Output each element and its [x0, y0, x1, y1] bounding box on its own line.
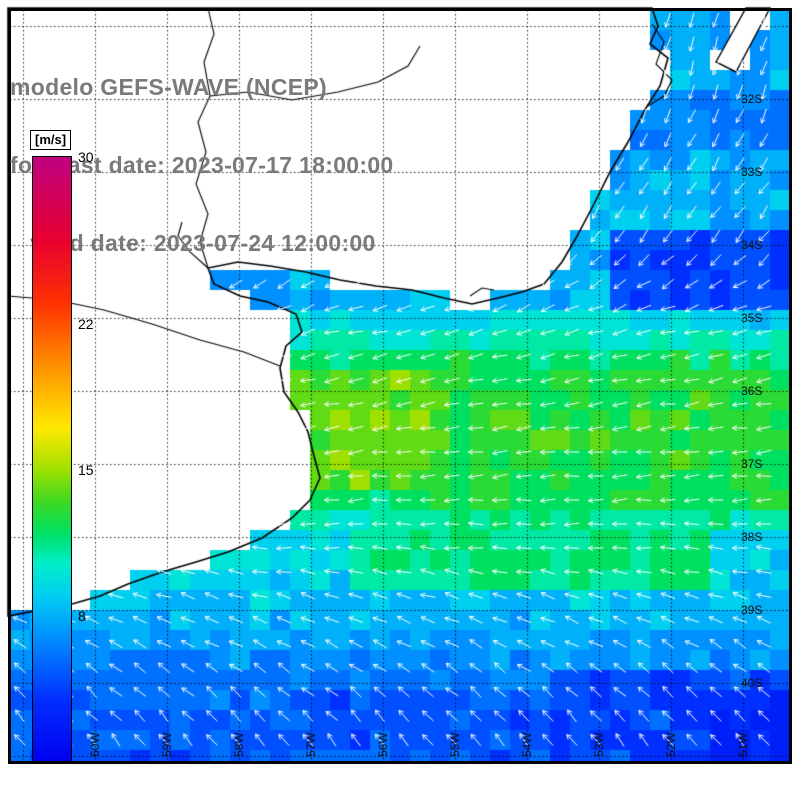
colorbar-unit-label: [m/s]: [30, 130, 72, 150]
plot-title: modelo GEFS-WAVE (NCEP) forecast date: 2…: [10, 22, 394, 308]
colorbar-tick: 15: [78, 462, 94, 478]
lon-label: 54W: [520, 732, 534, 757]
lat-label: 36S: [741, 384, 763, 398]
lon-label: 52W: [664, 732, 678, 757]
lon-label: 59W: [160, 732, 174, 757]
lat-label: 35S: [741, 311, 763, 325]
lon-label: 58W: [232, 732, 246, 757]
lon-label: 60W: [88, 732, 102, 757]
lat-label: 34S: [741, 238, 763, 252]
lon-label: 51W: [736, 732, 750, 757]
lon-label: 55W: [448, 732, 462, 757]
forecast-date: forecast date: 2023-07-17 18:00:00: [10, 152, 394, 178]
colorbar-gradient: [32, 156, 72, 762]
model-name: modelo GEFS-WAVE (NCEP): [10, 74, 327, 100]
lat-label: 33S: [741, 165, 763, 179]
lat-label: 40S: [741, 676, 763, 690]
colorbar-tick: 8: [78, 608, 86, 624]
lon-label: 56W: [376, 732, 390, 757]
lat-label: 32S: [741, 92, 763, 106]
colorbar-tick: 22: [78, 316, 94, 332]
lon-label: 57W: [304, 732, 318, 757]
colorbar-tick: 30: [78, 149, 94, 165]
lon-label: 53W: [592, 732, 606, 757]
lat-label: 39S: [741, 603, 763, 617]
lat-label: 38S: [741, 530, 763, 544]
lat-label: 37S: [741, 457, 763, 471]
